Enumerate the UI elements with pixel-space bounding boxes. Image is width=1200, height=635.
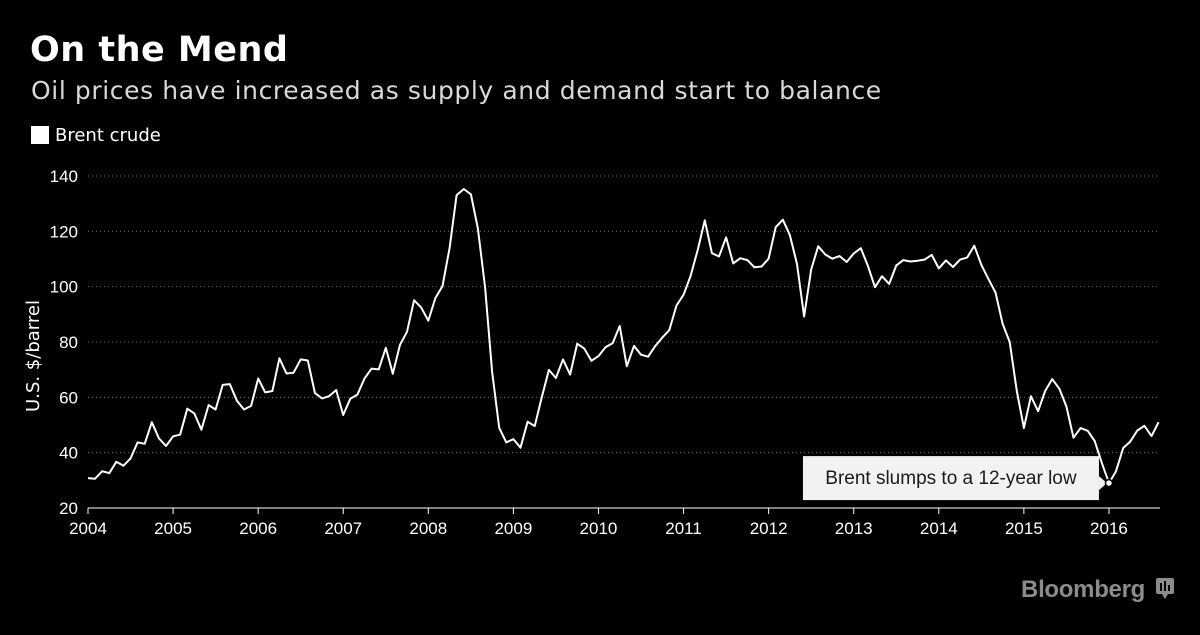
legend-label: Brent crude: [55, 124, 161, 146]
annotation-pointer: [1098, 476, 1107, 491]
x-tick-label: 2015: [1005, 519, 1043, 538]
x-tick-label: 2008: [409, 519, 447, 538]
series-line-brent-crude: [87, 188, 1160, 485]
y-tick-label: 60: [59, 388, 78, 407]
x-tick-label: 2011: [665, 519, 702, 538]
bloomberg-logo: Bloomberg: [1021, 576, 1145, 603]
x-tick-label: 2010: [580, 519, 618, 538]
page-title: On the Mend: [30, 30, 289, 70]
y-tick-label: 20: [59, 499, 78, 518]
y-tick-label: 100: [50, 278, 78, 297]
y-tick-label: 140: [50, 167, 78, 186]
x-tick-label: 2013: [835, 519, 873, 538]
x-tick-label: 2004: [69, 519, 107, 538]
x-tick-label: 2007: [324, 519, 362, 538]
y-tick-label: 80: [59, 333, 78, 352]
x-tick-label: 2009: [494, 519, 532, 538]
x-tick-label: 2012: [750, 519, 788, 538]
annotation-point: [1104, 478, 1114, 488]
annotation-text: Brent slumps to a 12-year low: [825, 468, 1077, 489]
x-tick-label: 2016: [1090, 519, 1128, 538]
page-subtitle: Oil prices have increased as supply and …: [31, 76, 882, 105]
y-tick-label: 120: [50, 222, 78, 241]
x-tick-label: 2005: [154, 519, 192, 538]
annotation-box: [802, 456, 1099, 501]
x-tick-label: 2006: [239, 519, 277, 538]
bloomberg-mark-icon: [1156, 578, 1174, 599]
x-tick-label: 2014: [920, 519, 958, 538]
y-axis-title: U.S. $/barrel: [23, 300, 44, 412]
chart-legend: Brent crude: [31, 124, 161, 146]
y-tick-label: 40: [59, 444, 78, 463]
legend-swatch: [31, 126, 49, 144]
